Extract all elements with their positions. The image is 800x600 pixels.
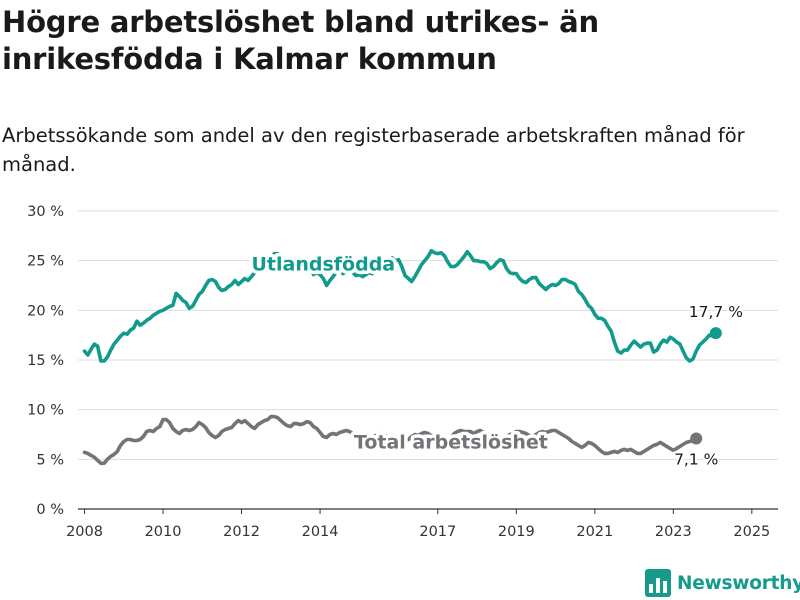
- x-tick-label: 2025: [733, 524, 770, 540]
- y-tick-label: 25 %: [27, 254, 64, 270]
- end-point-utlandsfodda: [709, 327, 722, 340]
- x-tick-label: 2017: [419, 524, 456, 540]
- y-tick-label: 15 %: [27, 353, 64, 369]
- chart-subtitle: Arbetssökande som andel av den registerb…: [2, 124, 745, 176]
- x-tick-label: 2019: [498, 524, 535, 540]
- y-tick-label: 30 %: [27, 204, 64, 220]
- end-point-total: [690, 432, 703, 445]
- x-tick-label: 2010: [145, 524, 182, 540]
- x-tick-label: 2021: [576, 524, 613, 540]
- x-tick-label: 2014: [302, 524, 339, 540]
- end-label-utlandsfodda: 17,7 %: [689, 303, 743, 321]
- series-line-utlandsfodda: [82, 248, 718, 363]
- series-label-utlandsfodda: Utlandsfödda: [252, 254, 396, 276]
- newsworthy-logo: Newsworthy: [645, 568, 800, 598]
- x-tick-label: 2023: [655, 524, 692, 540]
- x-tick-label: 2008: [66, 524, 103, 540]
- chart-title: Högre arbetslöshet bland utrikes- än inr…: [2, 5, 599, 76]
- bar-chart-logo-icon: [645, 569, 671, 597]
- y-tick-label: 0 %: [36, 502, 64, 518]
- series-label-total: Total arbetslöshet: [354, 431, 548, 453]
- series-line-total: [82, 414, 698, 466]
- y-tick-label: 5 %: [36, 452, 64, 468]
- y-tick-label: 10 %: [27, 403, 64, 419]
- end-label-total: 7,1 %: [674, 450, 718, 468]
- brand-name: Newsworthy: [677, 572, 800, 594]
- y-tick-label: 20 %: [27, 303, 64, 319]
- x-tick-label: 2012: [223, 524, 260, 540]
